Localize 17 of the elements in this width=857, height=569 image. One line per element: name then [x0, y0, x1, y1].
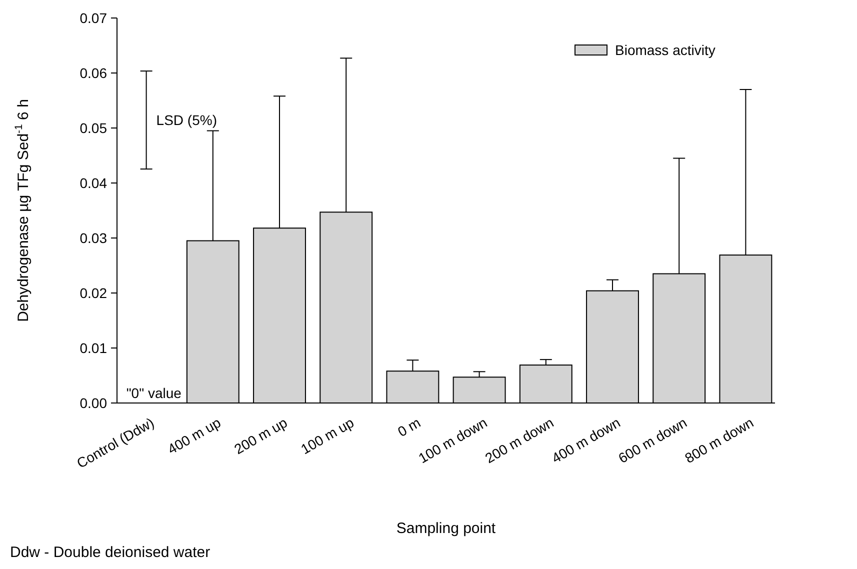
legend-label: Biomass activity — [615, 42, 716, 58]
x-tick-label: 400 m up — [164, 414, 224, 458]
y-tick-label: 0.01 — [80, 340, 108, 356]
x-axis-title: Sampling point — [396, 520, 496, 537]
x-tick-label: 0 m — [394, 414, 424, 440]
y-tick-label: 0.00 — [80, 394, 108, 411]
annotation: "0" value — [126, 384, 182, 401]
y-tick-label: 0.03 — [80, 230, 108, 246]
text: Ddw - Double deionised water — [10, 544, 210, 561]
x-tick-label: 200 m up — [231, 414, 290, 458]
annotation: LSD (5%) — [156, 112, 217, 128]
y-tick-label: 0.02 — [80, 284, 108, 301]
y-tick-label: 0.05 — [80, 120, 108, 136]
y-tick-label: 0.04 — [80, 174, 108, 191]
y-tick-label: 0.06 — [80, 64, 108, 81]
y-tick-label: 0.07 — [80, 10, 108, 26]
x-tick-label: 100 m up — [298, 414, 357, 458]
